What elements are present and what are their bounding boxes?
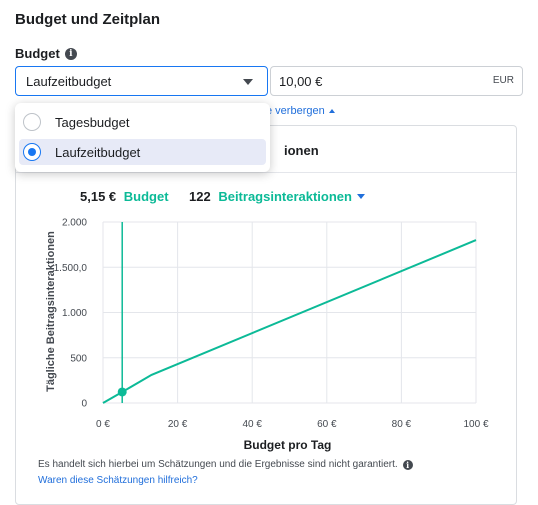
hide-estimates-link-text: e verbergen: [266, 105, 325, 117]
dropdown-option-laufzeitbudget[interactable]: Laufzeitbudget: [19, 139, 266, 165]
section-title: Budget und Zeitplan: [15, 11, 160, 28]
budget-amount-input[interactable]: 10,00 € EUR: [270, 66, 523, 96]
y-tick-label: 1.000: [62, 308, 87, 319]
budget-summary-value: 5,15 €: [80, 189, 117, 204]
budget-label-text: Budget: [15, 46, 60, 61]
budget-summary: 5,15 € Budget: [80, 189, 169, 204]
budget-amount-value: 10,00 €: [279, 73, 323, 89]
feedback-link[interactable]: Waren diese Schätzungen hilfreich?: [38, 475, 198, 486]
hide-estimates-link[interactable]: e verbergen: [266, 105, 335, 117]
estimate-card-title: ionen: [284, 143, 319, 158]
x-axis-label: Budget pro Tag: [244, 438, 332, 452]
budget-label: Budget i: [15, 46, 77, 61]
estimate-card-header: ionen: [16, 126, 516, 173]
estimate-card: ionen: [15, 125, 517, 505]
currency-label: EUR: [492, 75, 514, 86]
radio-unselected-icon: [23, 113, 41, 131]
budget-type-value: Laufzeitbudget: [26, 73, 112, 89]
budget-type-select[interactable]: Laufzeitbudget: [15, 66, 268, 96]
dropdown-option-label: Tagesbudget: [55, 114, 130, 130]
disclaimer-info-icon[interactable]: i: [402, 459, 413, 470]
dropdown-option-tagesbudget[interactable]: Tagesbudget: [19, 109, 266, 135]
x-tick-label: 0 €: [96, 419, 110, 430]
disclaimer: Es handelt sich hierbei um Schätzungen u…: [38, 459, 413, 470]
y-tick-label: 2.000: [62, 218, 87, 229]
budget-type-dropdown: Tagesbudget Laufzeitbudget: [15, 103, 270, 172]
dropdown-option-label: Laufzeitbudget: [55, 144, 141, 160]
budget-marker-point: [117, 387, 127, 397]
estimate-chart: 0 € 20 € 40 € 60 € 80 € 100 € 0 500 1.000 1.500,0…: [45, 218, 489, 453]
info-icon[interactable]: i: [64, 47, 77, 60]
x-tick-label: 80 €: [392, 419, 412, 430]
y-tick-label: 0: [81, 399, 87, 410]
x-tick-label: 20 €: [168, 419, 188, 430]
radio-selected-icon: [23, 143, 41, 161]
x-tick-label: 100 €: [463, 419, 488, 430]
y-tick-label: 500: [70, 353, 87, 364]
metric-summary-value: 122: [189, 189, 211, 204]
x-tick-label: 40 €: [242, 419, 262, 430]
budget-summary-label: Budget: [123, 189, 169, 204]
y-tick-label: 1.500,0: [54, 263, 88, 274]
x-tick-label: 60 €: [317, 419, 337, 430]
y-axis-label: Tägliche Beitragsinteraktionen: [45, 231, 57, 392]
disclaimer-text: Es handelt sich hierbei um Schätzungen u…: [38, 459, 398, 470]
metric-summary-label: Beitragsinteraktionen: [218, 189, 352, 204]
caret-down-icon: [243, 79, 253, 85]
metric-summary[interactable]: 122 Beitragsinteraktionen: [189, 189, 365, 204]
caret-up-icon: [328, 109, 335, 113]
metric-caret-down-icon: [356, 194, 365, 199]
series-line: [102, 239, 477, 404]
